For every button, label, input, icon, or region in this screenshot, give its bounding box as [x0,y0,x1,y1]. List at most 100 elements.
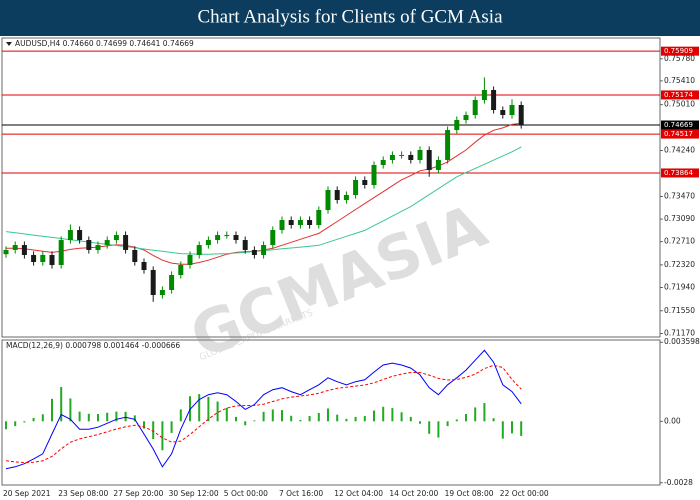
histogram-bar [161,421,164,451]
y-tick-label: 0.00 [664,416,681,425]
histogram-bar [308,416,311,422]
candle-body [288,220,294,226]
candle-body [297,220,303,226]
candle-body [150,269,156,296]
candle-body [178,264,184,275]
y-tick-label: 0.72320 [664,260,695,269]
candle-body [334,190,340,201]
candle-body [104,240,110,246]
histogram-bar [317,412,320,422]
histogram-bar [345,418,348,422]
y-tick-label: 0.71170 [664,328,695,337]
y-tick-label: 0.73470 [664,191,695,200]
collapse-arrow [6,42,12,46]
histogram-bar [281,410,283,422]
histogram-bar [97,414,99,422]
candle-body [159,290,165,296]
macd-header: MACD(12,26,9) 0.000798 0.001464 -0.00066… [6,341,180,350]
candle-body [132,249,138,263]
candle-body [77,230,83,241]
histogram-bar [409,416,412,422]
candle-body [463,115,469,121]
y-tick-label: -0.0028 [664,478,693,487]
histogram-bar [78,411,81,422]
price-level-label: 0.75174 [664,91,693,99]
macd-line [5,364,522,464]
y-tick-label: 0.74240 [664,146,695,155]
price-level-label: 0.74669 [664,121,693,129]
histogram-bar [106,412,109,422]
candle-body [196,245,202,255]
candle-body [343,195,349,201]
candle-body [362,179,368,185]
candle-body [399,154,405,156]
candle-body [31,254,37,263]
histogram-bar [152,421,155,440]
histogram-bar [207,396,210,422]
histogram-bar [520,421,523,436]
histogram-bar [474,407,477,422]
candle-body [481,89,487,101]
histogram-bar [32,417,35,422]
histogram-bar [492,418,495,422]
histogram-bar [299,419,302,422]
candle-body [270,230,276,246]
histogram-bar [124,411,127,422]
candle-body [417,149,423,160]
candle-body [3,249,9,255]
candle-body [408,154,414,160]
histogram-bar [23,421,26,423]
candle-body [445,130,451,160]
price-level-box [661,90,699,100]
y-tick-label: 0.71550 [664,306,695,315]
candle-body [58,240,64,265]
candle-body [251,249,257,255]
candle-body [325,190,331,211]
histogram-bar [501,421,504,439]
histogram-bar [41,414,44,422]
candle-body [316,210,322,226]
histogram-bar [115,411,118,422]
histogram-bar [133,415,136,422]
x-tick-label: 5 Oct 00:00 [224,489,268,498]
histogram-bar [143,421,145,429]
histogram-bar [244,421,247,426]
histogram-bar [455,419,458,422]
x-tick-label: 20 Sep 2021 [3,489,51,498]
price-level-box [661,129,699,139]
candle-body [141,262,147,270]
candle-body [95,245,101,250]
histogram-bar [382,406,385,422]
candle-body [435,159,441,170]
price-level-label: 0.74517 [664,130,693,138]
histogram-bar [5,421,7,430]
candle-body [113,235,119,241]
histogram-bar [465,414,467,422]
y-tick-label: 0.72710 [664,237,695,246]
price-level-box [661,168,699,178]
candle-body [500,110,506,116]
price-level-label: 0.75909 [664,47,693,55]
histogram-bar [290,415,293,422]
histogram-bar [363,416,366,422]
candle-body [491,89,497,111]
y-tick-label: 0.73090 [664,214,695,223]
histogram-bar [483,403,486,422]
histogram-bar [14,421,17,427]
candle-body [353,179,359,196]
histogram-bar [253,420,256,422]
candle-body [380,159,386,165]
candle-body [233,235,239,241]
y-tick-label: 0.003598 [664,337,700,346]
candle-body [518,105,524,126]
candle-body [307,220,313,226]
candle-body [86,240,92,250]
x-tick-label: 23 Sep 08:00 [58,489,108,498]
histogram-bar [69,398,72,422]
candle-body [426,149,432,170]
histogram-bar [437,421,440,438]
histogram-bar [391,408,394,422]
x-tick-label: 22 Oct 00:00 [500,489,549,498]
price-panel [1,37,661,338]
candle-body [389,154,395,160]
